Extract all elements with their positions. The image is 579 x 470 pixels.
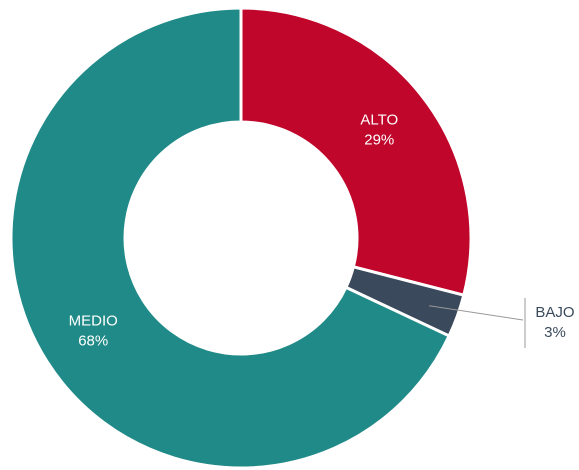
- leader-line: [429, 305, 524, 321]
- donut-slice: [9, 6, 452, 470]
- slice-value: 29%: [364, 132, 394, 149]
- slice-value: 68%: [78, 333, 108, 350]
- slice-name: ALTO: [360, 112, 398, 129]
- donut-slice: [239, 6, 473, 298]
- slice-value: 3%: [544, 324, 566, 341]
- slice-name: MEDIO: [69, 313, 118, 330]
- slice-name: BAJO: [535, 304, 574, 321]
